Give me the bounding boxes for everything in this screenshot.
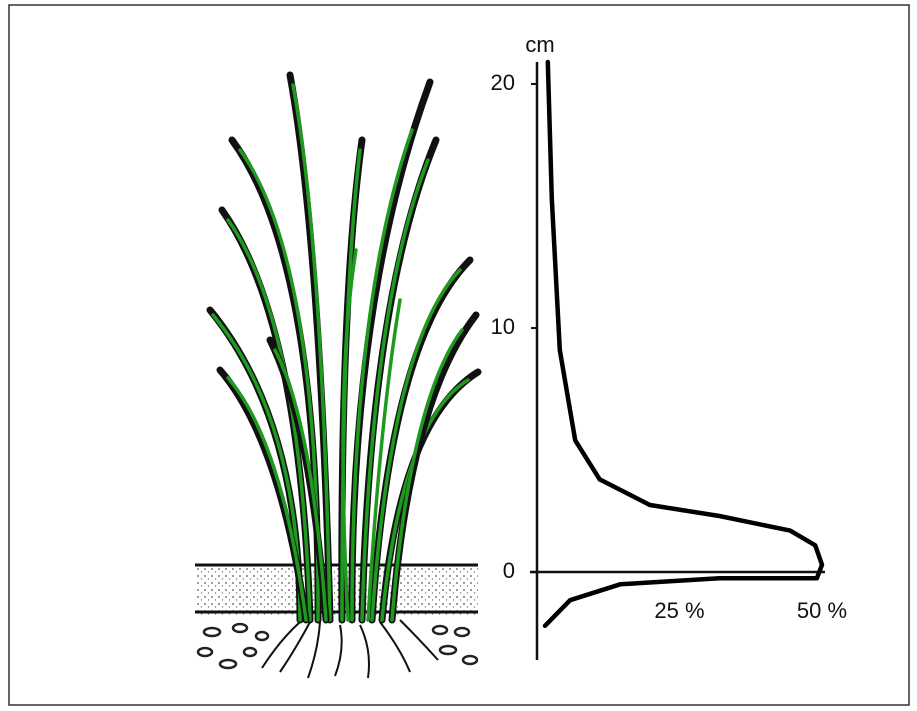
x-tick-label: 25 % — [654, 598, 704, 623]
y-tick-label: 20 — [491, 70, 515, 95]
plant-illustration — [195, 71, 482, 679]
y-tick-label: 10 — [491, 314, 515, 339]
y-axis-unit: cm — [525, 32, 554, 57]
y-tick-label: 0 — [503, 558, 515, 583]
x-tick-label: 50 % — [797, 598, 847, 623]
profile-line — [542, 59, 825, 629]
